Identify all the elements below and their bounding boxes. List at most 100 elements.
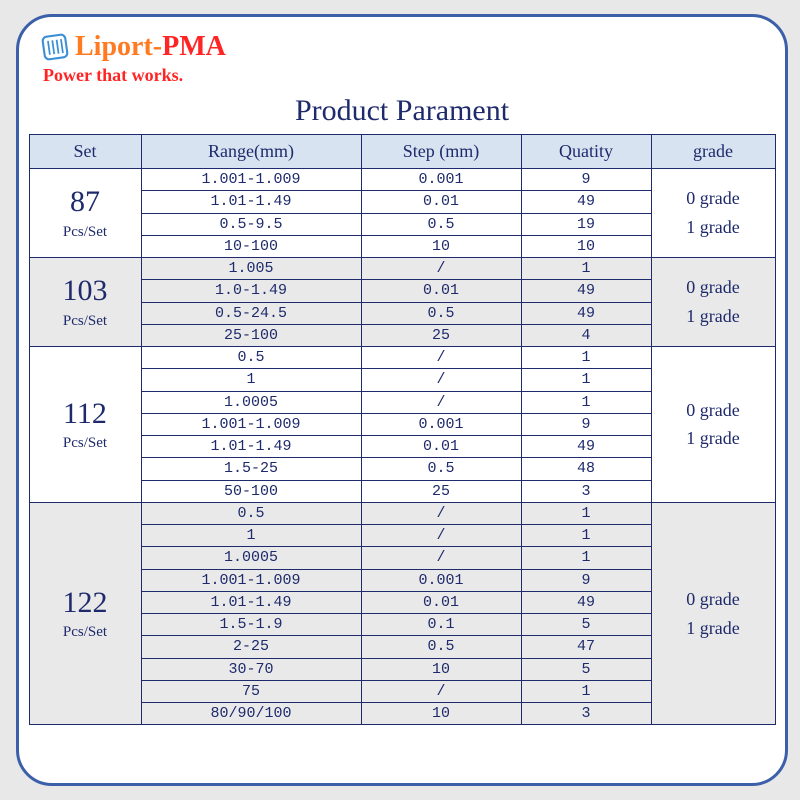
range-cell: 1.01-1.49 [141,436,361,458]
brand-name-b: PMA [162,31,226,62]
page-title: Product Parament [19,94,785,128]
brand-row: Liport-PMA [41,31,785,63]
step-cell: / [361,502,521,524]
range-cell: 1.001-1.009 [141,169,361,191]
set-number: 112 [34,397,137,432]
set-number: 87 [34,185,137,220]
step-cell: 0.001 [361,169,521,191]
brand-block: Liport-PMA Power that works. [19,31,785,86]
set-cell: 112 Pcs/Set [29,347,141,503]
qty-cell: 4 [521,324,651,346]
range-cell: 1.5-1.9 [141,614,361,636]
qty-cell: 48 [521,458,651,480]
range-cell: 1.001-1.009 [141,413,361,435]
set-cell: 87 Pcs/Set [29,169,141,258]
qty-cell: 9 [521,569,651,591]
qty-cell: 49 [521,302,651,324]
range-cell: 2-25 [141,636,361,658]
step-cell: 10 [361,703,521,725]
range-cell: 1.0-1.49 [141,280,361,302]
qty-cell: 47 [521,636,651,658]
qty-cell: 19 [521,213,651,235]
range-cell: 0.5 [141,347,361,369]
qty-cell: 1 [521,347,651,369]
qty-cell: 1 [521,680,651,702]
table-row: 122Pcs/Set0.5/10 grade 1 grade [29,502,775,524]
range-cell: 80/90/100 [141,703,361,725]
step-cell: 0.01 [361,280,521,302]
range-cell: 25-100 [141,324,361,346]
step-cell: 0.01 [361,191,521,213]
qty-cell: 49 [521,280,651,302]
col-grade: grade [651,135,775,169]
table-row: 103Pcs/Set1.005/10 grade 1 grade [29,258,775,280]
step-cell: 0.001 [361,413,521,435]
step-cell: 0.1 [361,614,521,636]
range-cell: 1 [141,369,361,391]
range-cell: 0.5 [141,502,361,524]
brand-logo-icon [41,33,69,61]
step-cell: 0.5 [361,636,521,658]
qty-cell: 1 [521,547,651,569]
step-cell: 10 [361,235,521,257]
step-cell: 10 [361,658,521,680]
step-cell: / [361,680,521,702]
range-cell: 1.01-1.49 [141,191,361,213]
qty-cell: 5 [521,614,651,636]
product-card: Liport-PMA Power that works. Product Par… [16,14,788,786]
step-cell: 0.5 [361,458,521,480]
step-cell: / [361,525,521,547]
grade-cell: 0 grade 1 grade [651,169,775,258]
col-step: Step (mm) [361,135,521,169]
grade-cell: 0 grade 1 grade [651,502,775,725]
qty-cell: 1 [521,258,651,280]
qty-cell: 1 [521,502,651,524]
range-cell: 1.0005 [141,391,361,413]
step-cell: 0.01 [361,436,521,458]
table-row: 112Pcs/Set0.5/10 grade 1 grade [29,347,775,369]
step-cell: / [361,347,521,369]
qty-cell: 49 [521,436,651,458]
set-unit: Pcs/Set [34,224,137,241]
step-cell: 25 [361,324,521,346]
step-cell: / [361,547,521,569]
table-header-row: Set Range(mm) Step (mm) Quatity grade [29,135,775,169]
step-cell: 25 [361,480,521,502]
range-cell: 30-70 [141,658,361,680]
step-cell: / [361,391,521,413]
step-cell: / [361,369,521,391]
col-set: Set [29,135,141,169]
grade-cell: 0 grade 1 grade [651,258,775,347]
range-cell: 10-100 [141,235,361,257]
set-number: 122 [34,586,137,621]
range-cell: 1.5-25 [141,458,361,480]
qty-cell: 49 [521,191,651,213]
range-cell: 0.5-24.5 [141,302,361,324]
step-cell: 0.5 [361,302,521,324]
brand-name-a: Liport- [75,31,162,62]
table-row: 87Pcs/Set1.001-1.0090.00190 grade 1 grad… [29,169,775,191]
range-cell: 1 [141,525,361,547]
qty-cell: 9 [521,169,651,191]
set-cell: 122 Pcs/Set [29,502,141,725]
qty-cell: 1 [521,369,651,391]
range-cell: 1.0005 [141,547,361,569]
set-unit: Pcs/Set [34,624,137,641]
range-cell: 0.5-9.5 [141,213,361,235]
step-cell: 0.5 [361,213,521,235]
qty-cell: 3 [521,703,651,725]
grade-cell: 0 grade 1 grade [651,347,775,503]
col-range: Range(mm) [141,135,361,169]
parament-table: Set Range(mm) Step (mm) Quatity grade 87… [29,134,776,725]
step-cell: 0.001 [361,569,521,591]
set-unit: Pcs/Set [34,435,137,452]
qty-cell: 10 [521,235,651,257]
set-number: 103 [34,274,137,309]
brand-tagline: Power that works. [43,65,785,86]
qty-cell: 1 [521,391,651,413]
range-cell: 75 [141,680,361,702]
set-unit: Pcs/Set [34,313,137,330]
range-cell: 1.005 [141,258,361,280]
qty-cell: 5 [521,658,651,680]
col-qty: Quatity [521,135,651,169]
